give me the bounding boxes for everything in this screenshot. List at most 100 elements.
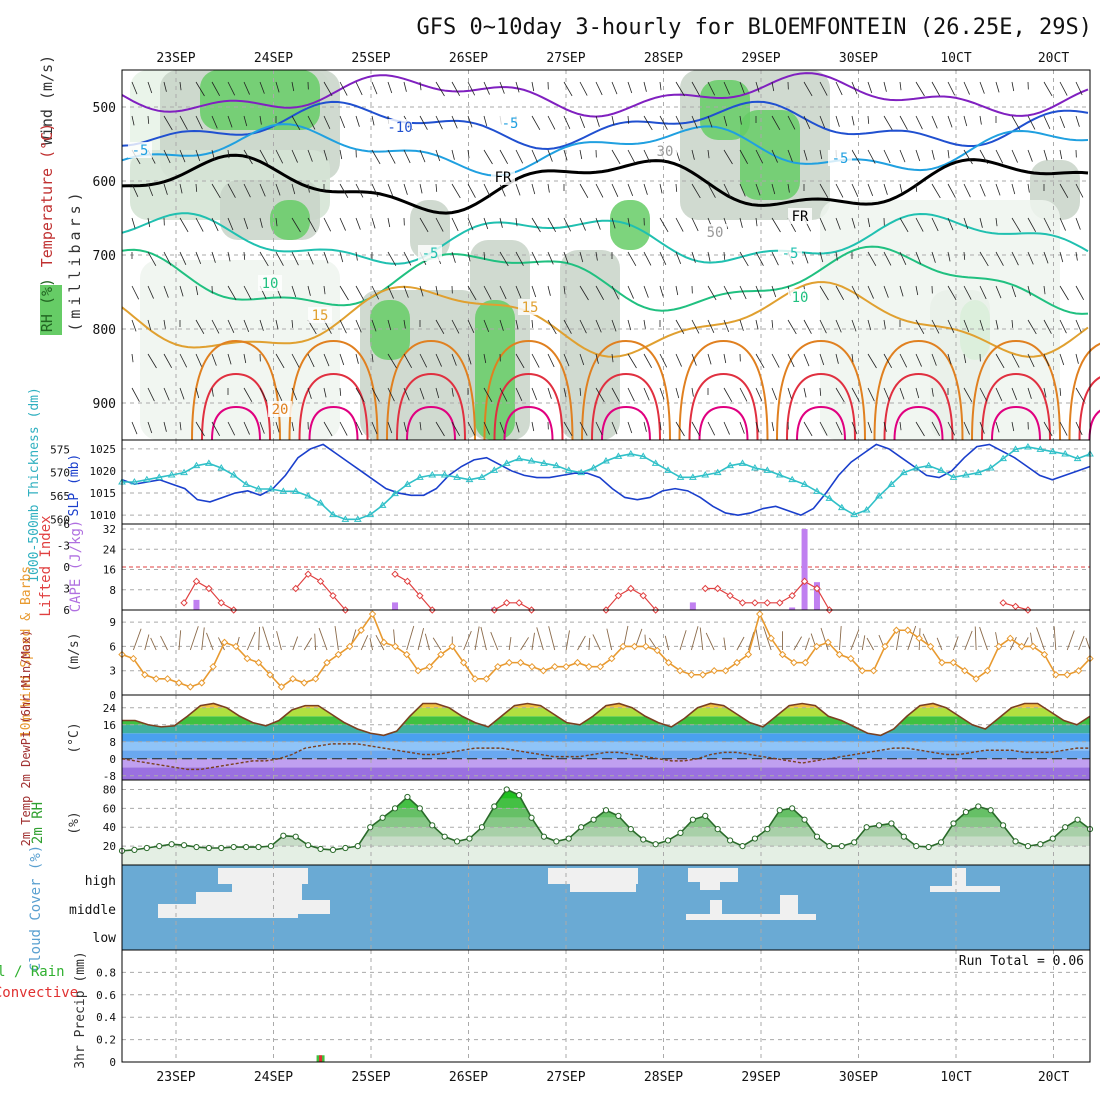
rh2m-point xyxy=(218,844,225,852)
contour-label-bg xyxy=(653,143,677,159)
wind-barb xyxy=(771,319,774,328)
wind-barb xyxy=(707,183,716,198)
rh2m-point xyxy=(143,844,150,852)
temp-contour xyxy=(483,339,574,441)
rh2m-point xyxy=(416,805,423,812)
wind-barb xyxy=(147,251,157,267)
wind-speed-point xyxy=(391,642,400,651)
dewpt-line xyxy=(121,743,1090,771)
lifted-point xyxy=(713,584,722,593)
wind-barb xyxy=(675,319,685,335)
wind-barb xyxy=(931,251,936,263)
wind-barb xyxy=(963,183,971,198)
wind-barb xyxy=(899,115,908,130)
temp-tick: 16 xyxy=(103,719,116,732)
temp-contour xyxy=(201,372,271,441)
wind-tick: 3 xyxy=(109,665,116,678)
wind-barb xyxy=(387,387,395,402)
thickness-point xyxy=(850,510,859,518)
wind-barb xyxy=(1009,636,1017,651)
thickness-point xyxy=(664,466,672,473)
wind-ylabel-unit: (m/s) xyxy=(67,632,82,671)
top-date-label: 24SEP xyxy=(254,51,293,66)
wind-barb xyxy=(851,183,859,197)
wind-barb xyxy=(707,149,710,159)
wind-barb xyxy=(899,421,902,431)
wind-barb xyxy=(979,421,985,434)
wind-barb xyxy=(867,183,874,197)
lifted-point xyxy=(416,591,424,600)
wind-barb xyxy=(611,421,618,435)
rh2m-point xyxy=(664,837,672,844)
wind-barb xyxy=(243,115,248,127)
rh2m-point xyxy=(764,826,771,833)
wind-barb xyxy=(803,319,812,334)
lifted-point xyxy=(627,584,635,593)
wind-barb xyxy=(931,115,938,129)
wind-barb xyxy=(643,183,648,195)
wind-barb xyxy=(515,81,520,93)
rh2m-point xyxy=(727,837,734,844)
wind-barb xyxy=(375,634,385,651)
wind-barb xyxy=(883,421,887,432)
wind-barb xyxy=(536,627,544,651)
rh-bands xyxy=(122,789,1090,865)
wind-barb xyxy=(979,183,986,197)
rh-ylabels: 2m RH (%) xyxy=(30,802,82,844)
wind-barb xyxy=(723,421,730,435)
rh2m-point xyxy=(1074,816,1081,823)
temp-contour xyxy=(688,372,759,441)
wind-barb xyxy=(588,637,591,651)
wind-speed-point xyxy=(516,658,525,667)
wind-barb xyxy=(611,81,618,95)
thickness-point xyxy=(403,480,412,487)
thickness-point xyxy=(1048,447,1057,455)
wind-speed-point xyxy=(744,650,753,659)
wind-speed-point xyxy=(630,642,639,651)
wind-barb xyxy=(595,353,599,364)
wind-barb xyxy=(419,217,429,233)
wind-barb xyxy=(334,626,339,651)
wind-barb xyxy=(259,115,262,125)
wind-barb xyxy=(675,217,684,232)
lifted-point xyxy=(788,591,796,600)
thickness-point xyxy=(912,464,921,471)
wind-speed-point xyxy=(551,662,559,671)
wind-barb xyxy=(675,353,682,367)
wind-speed-point xyxy=(346,642,354,651)
rh-band xyxy=(122,846,1090,865)
thickness-point xyxy=(837,503,846,511)
wind-barb xyxy=(707,81,716,96)
wind-speed-point xyxy=(186,683,195,691)
wind-barb xyxy=(435,115,443,130)
rh-shading xyxy=(560,250,620,440)
wind-barb xyxy=(323,81,333,97)
wind-barb xyxy=(147,285,154,299)
wind-barb xyxy=(451,319,460,334)
wind-barb xyxy=(707,251,711,262)
wind-barb xyxy=(163,353,173,368)
wind-barb xyxy=(131,183,139,197)
thickness-point xyxy=(353,515,362,522)
wind-barb xyxy=(819,149,823,160)
temp-contour xyxy=(493,372,564,441)
rh2m-point xyxy=(987,807,994,814)
wind-barb xyxy=(563,251,569,264)
wind-barb xyxy=(403,81,407,92)
wind-barb xyxy=(1027,149,1033,162)
wind-barb xyxy=(323,251,329,264)
thickness-point xyxy=(478,473,486,480)
wind-barb xyxy=(195,217,204,232)
wind-barb xyxy=(739,387,748,402)
wind-barb xyxy=(883,319,886,329)
wind-barb xyxy=(915,115,923,130)
wind-barb xyxy=(419,183,423,194)
wind-barb xyxy=(323,217,332,232)
rh-band xyxy=(122,817,1090,828)
rh-shading xyxy=(200,70,320,130)
wind-barb xyxy=(691,149,695,160)
wind-barb xyxy=(195,387,200,399)
wind-barb xyxy=(803,353,810,367)
wind-barb xyxy=(179,285,184,297)
thickness-point xyxy=(217,464,226,471)
